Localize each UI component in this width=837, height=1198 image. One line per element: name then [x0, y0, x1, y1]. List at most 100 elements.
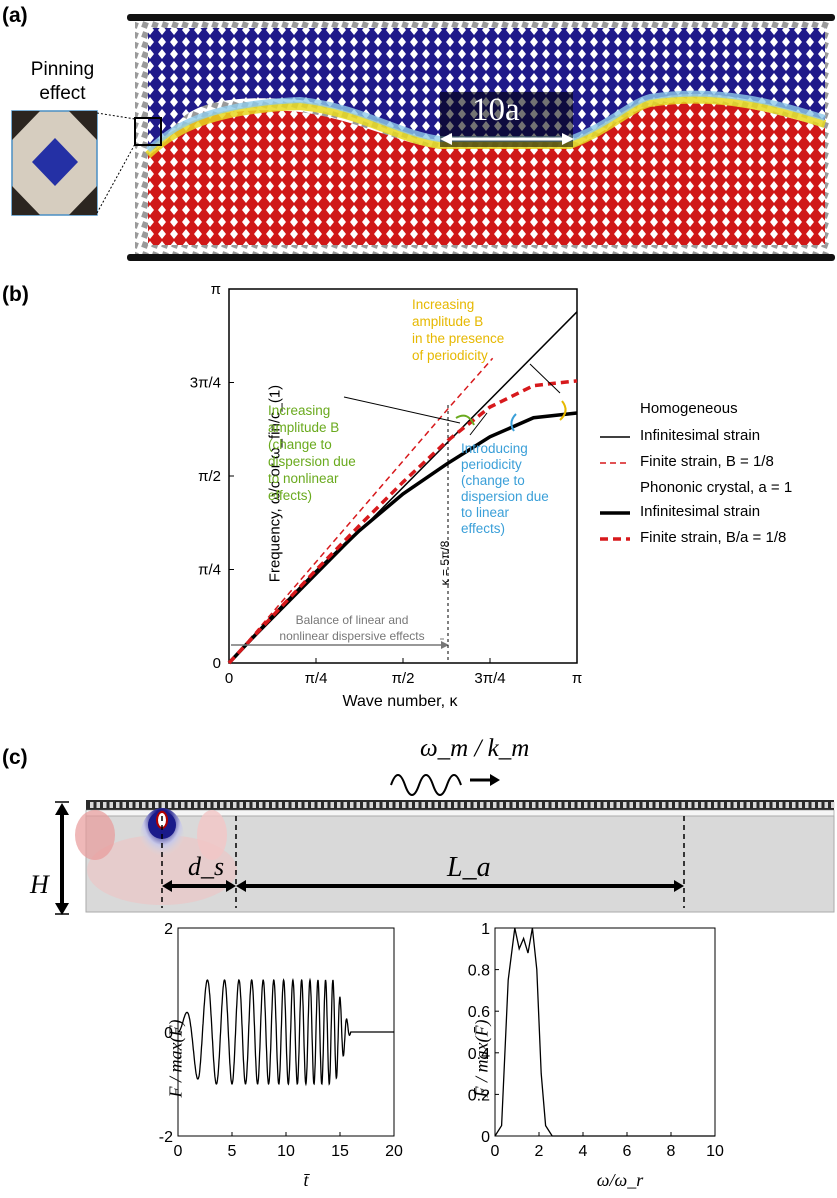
- panel-c-figure: [55, 774, 835, 915]
- panel-a-figure: [11, 14, 835, 261]
- resonator-cell: [753, 802, 757, 808]
- resonator-cell: [629, 802, 633, 808]
- spectrum-xtick-label: 2: [535, 1143, 544, 1160]
- resonator-cell: [142, 802, 146, 808]
- inset-title-line1: Pinning: [30, 59, 95, 80]
- resonator-cell: [538, 802, 542, 808]
- time-xtick-label: 20: [385, 1143, 403, 1160]
- resonator-cell: [109, 802, 113, 808]
- resonator-cell: [519, 802, 523, 808]
- resonator-cell: [324, 802, 328, 808]
- time-xlabel: t̄: [303, 1170, 309, 1190]
- yellow-annot-leader: [529, 363, 561, 394]
- resonator-cell: [285, 802, 289, 808]
- resonator-cell: [272, 802, 276, 808]
- wave-label: ω_m / k_m: [420, 735, 530, 762]
- resonator-cell: [545, 802, 549, 808]
- resonator-cell: [350, 802, 354, 808]
- resonator-cell: [720, 802, 724, 808]
- resonator-cell: [304, 802, 308, 808]
- panel-a-label: (a): [2, 4, 28, 27]
- spectrum-ytick-label: 0.2: [468, 1087, 490, 1104]
- legend-p-inf: Infinitesimal strain: [640, 503, 761, 520]
- annotation-blue: Introducing periodicity (change to dispe…: [461, 441, 549, 537]
- time-ylabel: F / max(F): [165, 1019, 186, 1098]
- resonator-cell: [155, 802, 159, 808]
- ann-bal-1: nonlinear dispersive effects: [279, 629, 425, 643]
- inset-marker-box: [134, 117, 162, 146]
- resonator-cell: [831, 802, 835, 808]
- b-xtick-label: π/4: [305, 670, 328, 687]
- zoom-line-top: [96, 112, 136, 120]
- resonator-cell: [194, 802, 198, 808]
- b-series-line-2: [228, 357, 494, 664]
- ds-label: d_s: [188, 852, 225, 881]
- time-xtick-label: 10: [277, 1143, 295, 1160]
- resonator-cell: [200, 802, 204, 808]
- resonator-cell: [207, 802, 211, 808]
- resonator-cell: [571, 802, 575, 808]
- b-xtick-label: π/2: [392, 670, 415, 687]
- resonator-cell: [278, 802, 282, 808]
- yellow-arc: [559, 400, 567, 421]
- resonator-cell: [707, 802, 711, 808]
- resonator-cell: [584, 802, 588, 808]
- resonator-cell: [655, 802, 659, 808]
- resonator-cell: [480, 802, 484, 808]
- spectrum-xlabel: ω/ω_r: [596, 1170, 644, 1190]
- ann-y-2: in the presence: [412, 331, 505, 346]
- zoom-line-bottom: [96, 143, 136, 214]
- resonator-cell: [675, 802, 679, 808]
- time-xtick-label: 5: [228, 1143, 237, 1160]
- resonator-cell: [337, 802, 341, 808]
- resonator-cell: [772, 802, 776, 808]
- b-xtick-label: 0: [225, 670, 233, 687]
- resonator-cell: [343, 802, 347, 808]
- resonator-cell: [298, 802, 302, 808]
- resonator-cell: [311, 802, 315, 808]
- resonator-cell: [779, 802, 783, 808]
- resonator-cell: [792, 802, 796, 808]
- ann-g-4: to nonlinear: [268, 471, 339, 486]
- b-ytick-label: π/2: [198, 468, 221, 485]
- ann-y-0: Increasing: [412, 297, 475, 312]
- resonator-cell: [564, 802, 568, 808]
- time-ytick-label: 0: [164, 1025, 173, 1042]
- b-ytick-label: 3π/4: [190, 375, 221, 392]
- spectrum-ylabel: F̄ / max(F̄): [471, 1019, 492, 1098]
- resonator-cell: [668, 802, 672, 808]
- blue-annot-leader: [469, 412, 488, 436]
- time-signal-chart: 0 5 10 15 20-202: [159, 921, 403, 1160]
- blue-arc: [510, 413, 517, 432]
- resonator-cell: [181, 802, 185, 808]
- resonator-cell: [688, 802, 692, 808]
- resonator-cell: [226, 802, 230, 808]
- resonator-cell: [148, 802, 152, 808]
- spectrum-xtick-label: 0: [491, 1143, 500, 1160]
- ann-b-4: to linear: [461, 505, 510, 520]
- resonator-cell: [714, 802, 718, 808]
- resonator-cell: [402, 802, 406, 808]
- legend-h-inf: Infinitesimal strain: [640, 427, 761, 444]
- resonator-cell: [116, 802, 120, 808]
- ann-g-2: (change to: [268, 437, 332, 452]
- spectrum-chart: 0 2 4 6 8 10 0 0.2 0.4 0.6 0.8 1: [468, 921, 724, 1160]
- resonator-cell: [441, 802, 445, 808]
- resonator-cell: [382, 802, 386, 808]
- annotation-balance: Balance of linear and nonlinear dispersi…: [262, 612, 442, 644]
- time-ytick-label: -2: [159, 1129, 173, 1146]
- resonator-cell: [610, 802, 614, 808]
- time-ytick-label: 2: [164, 921, 173, 938]
- ann-g-3: dispersion due: [268, 454, 356, 469]
- resonator-cell: [460, 802, 464, 808]
- resonator-cell: [291, 802, 295, 808]
- resonator-cell: [701, 802, 705, 808]
- resonator-cell: [746, 802, 750, 808]
- resonator-cell: [759, 802, 763, 808]
- resonator-cell: [798, 802, 802, 808]
- time-xtick-label: 0: [174, 1143, 183, 1160]
- ann-b-2: (change to: [461, 473, 525, 488]
- resonator-cell: [129, 802, 133, 808]
- resonator-cell: [395, 802, 399, 808]
- legend-phononic: Phononic crystal, a = 1: [640, 479, 793, 496]
